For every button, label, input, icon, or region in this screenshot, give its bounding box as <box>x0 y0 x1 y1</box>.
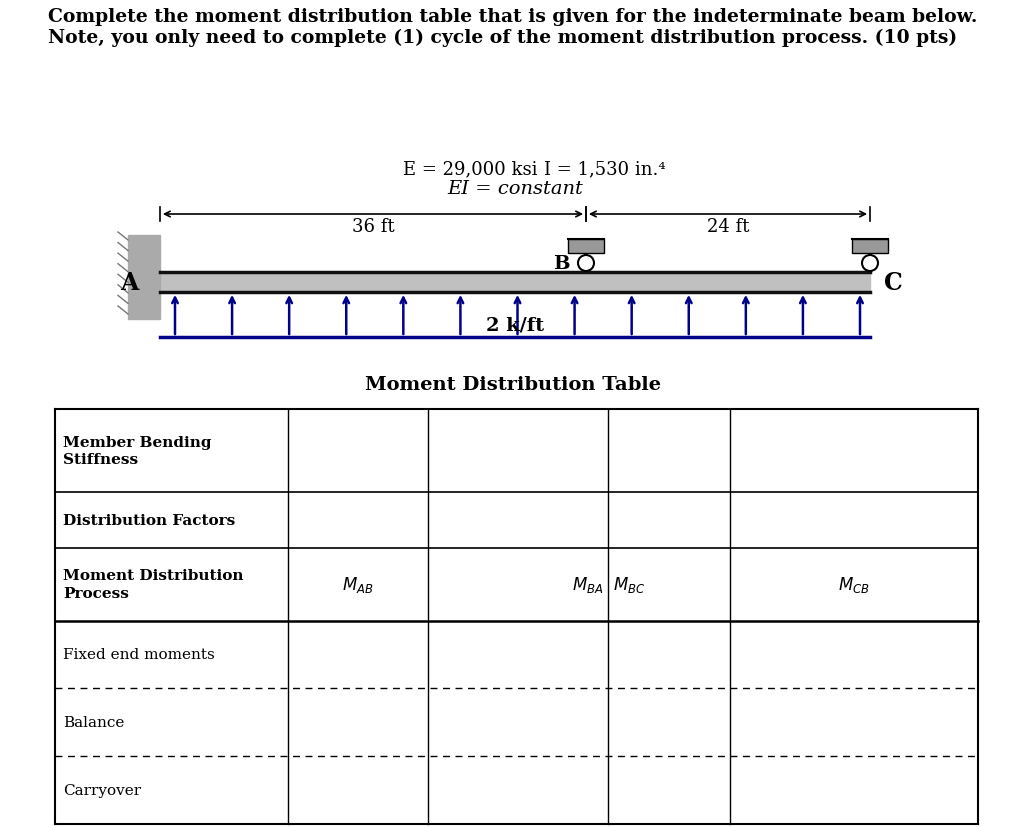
Circle shape <box>578 256 594 272</box>
Text: B: B <box>553 255 570 273</box>
Text: Carryover: Carryover <box>63 783 142 796</box>
Text: Moment Distribution Table: Moment Distribution Table <box>365 375 661 394</box>
Text: Distribution Factors: Distribution Factors <box>63 514 235 528</box>
Text: Complete the moment distribution table that is given for the indeterminate beam : Complete the moment distribution table t… <box>48 8 978 47</box>
Text: $M_{BA}$: $M_{BA}$ <box>571 575 603 595</box>
Bar <box>128 236 160 319</box>
Text: E = 29,000 ksi: E = 29,000 ksi <box>403 160 538 178</box>
Text: $M_{BC}$: $M_{BC}$ <box>613 575 645 595</box>
Text: C: C <box>884 270 903 294</box>
Text: Fixed end moments: Fixed end moments <box>63 648 214 662</box>
Bar <box>852 240 887 254</box>
Bar <box>160 273 870 293</box>
Bar <box>568 240 604 254</box>
Text: Stiffness: Stiffness <box>63 453 139 467</box>
Text: A: A <box>120 270 139 294</box>
Text: EI = constant: EI = constant <box>447 179 583 198</box>
Text: Member Bending: Member Bending <box>63 435 211 449</box>
Text: $M_{CB}$: $M_{CB}$ <box>838 575 870 595</box>
Text: I = 1,530 in.⁴: I = 1,530 in.⁴ <box>544 160 666 178</box>
Text: 2 k/ft: 2 k/ft <box>486 316 544 333</box>
Text: Balance: Balance <box>63 715 124 729</box>
Circle shape <box>862 256 878 272</box>
Text: Process: Process <box>63 586 129 600</box>
Text: 24 ft: 24 ft <box>707 218 749 236</box>
Text: Moment Distribution: Moment Distribution <box>63 569 243 583</box>
Text: $M_{AB}$: $M_{AB}$ <box>343 575 373 595</box>
Text: 36 ft: 36 ft <box>352 218 394 236</box>
